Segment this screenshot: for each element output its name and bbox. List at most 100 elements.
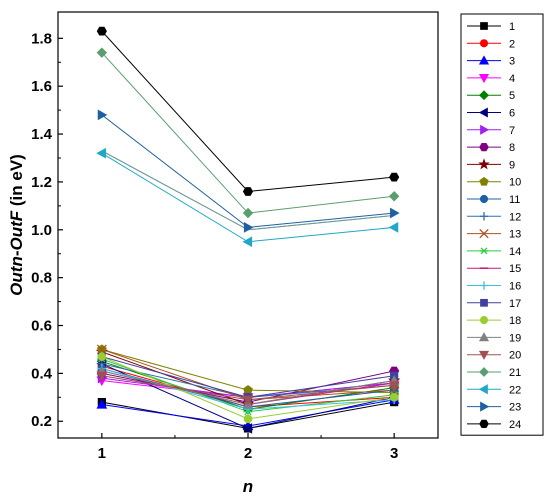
- data-point-series-23: [390, 207, 400, 219]
- legend-label: 9: [509, 159, 515, 171]
- x-tick-label: 2: [244, 445, 252, 462]
- y-axis-title-part2: -: [7, 251, 26, 257]
- legend-label: 22: [509, 384, 521, 396]
- y-tick-label: 0.2: [31, 413, 52, 430]
- data-point-series-24: [389, 172, 400, 182]
- data-point-series-10: [243, 385, 253, 395]
- legend-label: 3: [509, 56, 515, 68]
- legend-label: 15: [509, 263, 521, 275]
- data-point-series-23: [243, 222, 254, 233]
- legend-item: 5: [467, 90, 515, 102]
- legend-item: 11: [467, 194, 520, 206]
- x-axis: 1 2 3: [98, 433, 398, 462]
- y-tick-label: 1.8: [31, 30, 52, 47]
- legend-item: 18: [467, 315, 521, 327]
- data-point-series-20: [388, 381, 400, 391]
- legend-frame: [460, 13, 544, 436]
- legend-label: 8: [509, 142, 515, 154]
- legend-swatch-marker: [478, 74, 490, 84]
- legend-label: 2: [509, 38, 515, 50]
- legend-swatch-marker: [479, 176, 489, 186]
- legend-label: 20: [509, 350, 521, 362]
- data-point-series-22: [242, 236, 253, 248]
- data-point-series-22: [388, 222, 399, 233]
- data-point-series-18: [97, 352, 107, 361]
- legend-item: 3: [467, 55, 515, 68]
- data-point-series-24: [242, 187, 254, 196]
- legend-item: 20: [467, 350, 521, 362]
- data-point-series-6: [242, 423, 253, 434]
- data-point-series-13: [96, 344, 107, 355]
- legend-swatch-marker: [480, 401, 490, 412]
- legend-swatch-marker: [478, 384, 488, 395]
- legend-swatch-marker: [479, 316, 489, 325]
- x-tick-label: 1: [98, 445, 106, 462]
- plot-markers: [95, 26, 401, 434]
- legend-item: 21: [467, 367, 521, 379]
- y-axis-title-part4: (in eV): [7, 154, 26, 211]
- data-point-series-21: [242, 207, 254, 219]
- data-point-series-18: [389, 392, 399, 402]
- y-tick-label: 1.6: [31, 78, 52, 95]
- legend-swatch-marker: [478, 107, 488, 118]
- y-tick-label: 1.4: [31, 126, 53, 143]
- legend-label: 21: [509, 367, 521, 379]
- x-axis-title: n: [243, 477, 253, 496]
- y-axis-title: Outn-OutF (in eV): [7, 154, 26, 296]
- y-axis: 0.2 0.4 0.6 0.8 1.0 1.2 1.4 1.6 1.8: [31, 30, 63, 430]
- data-point-series-21: [96, 47, 108, 58]
- legend-label: 5: [509, 90, 515, 102]
- legend-swatch-marker: [478, 350, 490, 360]
- legend-item: 19: [467, 332, 521, 344]
- legend-swatch-marker: [479, 419, 489, 429]
- legend-swatch-marker: [480, 298, 488, 307]
- legend-label: 16: [509, 281, 521, 293]
- legend-item: 6: [467, 107, 515, 120]
- legend-swatch-marker: [480, 22, 488, 30]
- legend-item: 22: [467, 384, 521, 396]
- legend-swatch-marker: [479, 194, 489, 204]
- legend-swatch-marker: [479, 212, 489, 221]
- legend-label: 7: [509, 125, 515, 137]
- series-line-24: [101, 30, 395, 193]
- y-axis-title-part3: OutF: [7, 210, 26, 250]
- legend-label: 6: [509, 108, 515, 120]
- legend-item: 12: [467, 211, 521, 223]
- y-tick-label: 0.4: [31, 365, 53, 382]
- legend-item: 24: [467, 419, 521, 431]
- legend-item: 16: [467, 281, 521, 293]
- legend-swatch-marker: [479, 39, 489, 48]
- legend-item: 14: [467, 246, 521, 258]
- legend-swatch-marker: [479, 367, 489, 377]
- legend-item: 4: [467, 73, 515, 85]
- legend-item: 23: [467, 401, 521, 414]
- legend-label: 14: [509, 246, 521, 258]
- data-point-series-3: [96, 398, 108, 409]
- legend-swatch-marker: [479, 247, 489, 255]
- legend-swatch-marker: [479, 142, 489, 152]
- data-point-series-22: [96, 147, 106, 159]
- x-tick-label: 3: [390, 445, 398, 462]
- legend-label: 23: [509, 402, 521, 414]
- legend-label: 10: [509, 177, 521, 189]
- legend-swatch-marker: [479, 228, 489, 239]
- legend-label: 24: [509, 419, 521, 431]
- legend-label: 19: [509, 332, 521, 344]
- legend-label: 18: [509, 315, 521, 327]
- y-tick-label: 0.6: [31, 318, 52, 335]
- data-point-series-20: [96, 371, 108, 382]
- data-point-series-24: [96, 26, 107, 36]
- data-point-series-20: [242, 395, 254, 406]
- y-tick-label: 0.8: [31, 270, 52, 287]
- legend-label: 12: [509, 211, 521, 223]
- legend-item: 8: [467, 142, 515, 154]
- legend-item: 2: [467, 38, 515, 50]
- legend-item: 1: [467, 21, 515, 33]
- legend-swatch-marker: [479, 281, 489, 290]
- legend-label: 11: [509, 194, 520, 206]
- y-axis-title-part1: Outn: [7, 256, 26, 296]
- legend-swatch-marker: [478, 332, 490, 342]
- legend-item: 7: [467, 124, 515, 137]
